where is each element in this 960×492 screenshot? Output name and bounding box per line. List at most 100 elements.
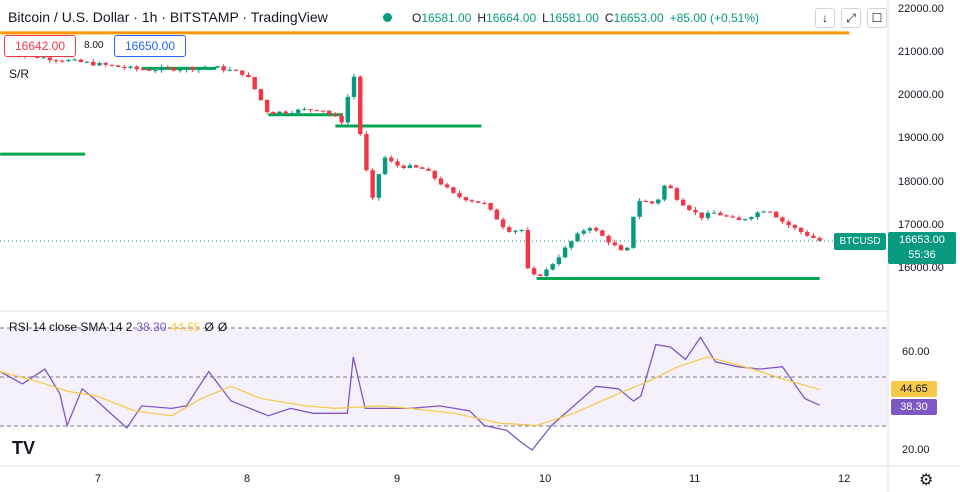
candle-body bbox=[687, 205, 692, 210]
candle-body bbox=[811, 235, 816, 238]
gear-icon[interactable]: ⚙ bbox=[919, 472, 934, 489]
candle-body bbox=[333, 113, 338, 116]
candle-body bbox=[209, 67, 214, 69]
candle-body bbox=[488, 203, 493, 210]
candle-body bbox=[184, 67, 189, 70]
fullscreen-icon[interactable]: ⤢ bbox=[841, 8, 861, 28]
candle-body bbox=[624, 247, 630, 251]
rsi-extra-1: Ø bbox=[204, 320, 214, 334]
candle-body bbox=[227, 69, 233, 71]
candle-body bbox=[382, 157, 388, 175]
candle-body bbox=[711, 212, 717, 214]
candles bbox=[4, 50, 822, 279]
candle-body bbox=[277, 111, 282, 115]
rsi-name: RSI 14 close SMA 14 2 bbox=[9, 320, 133, 334]
candle-body bbox=[146, 69, 152, 71]
tradingview-logo[interactable]: TV bbox=[12, 438, 36, 458]
candle-body bbox=[271, 111, 276, 115]
candle-body bbox=[475, 201, 481, 203]
candle-body bbox=[444, 184, 450, 188]
spread-value: 8.00 bbox=[84, 40, 104, 51]
rsi-value-tag: 38.30 bbox=[891, 399, 937, 415]
candle-body bbox=[159, 67, 164, 71]
last-price-value: 16653.00 bbox=[899, 234, 945, 246]
candle-body bbox=[593, 228, 599, 231]
ohlc-change: +85.00 (+0.51%) bbox=[669, 11, 760, 25]
candle-body bbox=[115, 65, 121, 67]
candle-body bbox=[538, 274, 543, 277]
candle-body bbox=[401, 165, 406, 169]
x-tick-label: 9 bbox=[394, 473, 401, 485]
candle-body bbox=[171, 67, 177, 71]
candle-body bbox=[289, 112, 295, 114]
candle-body bbox=[438, 178, 444, 185]
candle-body bbox=[575, 233, 580, 242]
candle-body bbox=[724, 215, 729, 217]
candle-body bbox=[761, 211, 766, 213]
candle-body bbox=[562, 247, 568, 258]
candle-body bbox=[482, 202, 487, 204]
candle-body bbox=[699, 212, 704, 218]
candle-body bbox=[494, 209, 500, 220]
candle-body bbox=[72, 59, 77, 61]
arrow-down-icon[interactable]: ↓ bbox=[815, 8, 835, 28]
candle-body bbox=[283, 111, 288, 114]
y-tick-label: 20000.00 bbox=[898, 89, 944, 101]
candle-body bbox=[91, 61, 96, 66]
candle-body bbox=[805, 231, 810, 236]
candle-body bbox=[103, 62, 108, 65]
y-tick-label: 16000.00 bbox=[898, 262, 944, 274]
candle-body bbox=[308, 109, 313, 111]
candle-body bbox=[718, 212, 723, 216]
rsi-line bbox=[0, 336, 820, 451]
candle-body bbox=[264, 100, 270, 112]
candle-body bbox=[786, 221, 791, 226]
rsi-legend[interactable]: RSI 14 close SMA 14 2 38.30 44.65 Ø Ø bbox=[9, 320, 227, 334]
indicator-label[interactable]: S/R bbox=[9, 67, 30, 81]
candle-body bbox=[656, 199, 661, 204]
candle-body bbox=[600, 230, 605, 236]
candle-body bbox=[407, 165, 413, 169]
candle-body bbox=[177, 69, 183, 71]
window-icon[interactable]: ☐ bbox=[867, 8, 887, 28]
candle-body bbox=[631, 216, 636, 248]
candle-body bbox=[556, 257, 562, 265]
buy-button[interactable]: 16650.00 bbox=[114, 35, 186, 57]
candle-body bbox=[41, 57, 46, 59]
last-price-tag: 16653.00 55:36 bbox=[888, 232, 956, 264]
candle-body bbox=[351, 76, 357, 97]
rsi-tick-label: 60.00 bbox=[902, 346, 930, 358]
candle-body bbox=[60, 60, 65, 62]
candle-body bbox=[47, 57, 53, 61]
symbol-tag: BTCUSD bbox=[834, 233, 886, 250]
rsi-sma-tag: 44.65 bbox=[891, 381, 937, 397]
ohlc-high: H16664.00 bbox=[477, 11, 537, 25]
candle-body bbox=[742, 219, 748, 221]
candle-body bbox=[122, 66, 127, 68]
candle-body bbox=[326, 110, 332, 114]
candle-body bbox=[469, 200, 475, 202]
candle-body bbox=[780, 217, 785, 222]
y-tick-label: 17000.00 bbox=[898, 219, 944, 231]
candle-body bbox=[705, 212, 711, 218]
candle-body bbox=[544, 269, 549, 277]
candle-body bbox=[128, 66, 133, 68]
candle-body bbox=[53, 60, 59, 62]
candle-body bbox=[258, 89, 264, 101]
candle-body bbox=[358, 76, 363, 135]
y-tick-label: 18000.00 bbox=[898, 176, 944, 188]
ohlc-close: C16653.00 bbox=[604, 11, 664, 25]
candle-body bbox=[798, 227, 804, 232]
sell-button[interactable]: 16642.00 bbox=[4, 35, 76, 57]
candle-body bbox=[295, 109, 301, 113]
candle-body bbox=[190, 67, 195, 71]
candle-body bbox=[457, 192, 462, 198]
candle-body bbox=[202, 67, 208, 69]
candle-body bbox=[674, 188, 680, 200]
candle-body bbox=[500, 219, 506, 228]
candle-body bbox=[767, 211, 773, 213]
candle-body bbox=[376, 174, 382, 198]
candle-body bbox=[240, 70, 245, 75]
candle-body bbox=[736, 217, 742, 221]
